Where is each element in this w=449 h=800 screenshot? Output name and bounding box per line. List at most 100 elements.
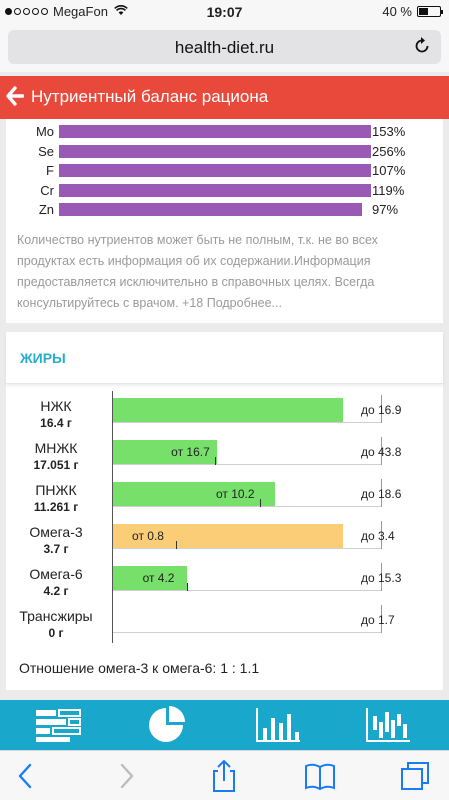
fat-row: ПНЖК 11.261 г от 10.2 до 18.6 xyxy=(6,479,443,521)
max-label: до 3.4 xyxy=(361,529,395,543)
fat-row: Омега-6 4.2 г от 4.2 до 15.3 xyxy=(6,563,443,605)
max-tick xyxy=(381,437,382,465)
min-label: от 4.2 xyxy=(142,571,175,585)
range-line xyxy=(113,422,381,423)
mineral-value: 256% xyxy=(372,143,406,159)
mineral-bar xyxy=(59,183,371,197)
fat-row: НЖК 16.4 г до 16.9 xyxy=(6,395,443,437)
share-icon[interactable] xyxy=(206,759,242,793)
fat-row: МНЖК 17.051 г от 16.7 до 43.8 xyxy=(6,437,443,479)
mineral-value: 107% xyxy=(372,163,406,178)
max-tick xyxy=(381,479,382,507)
min-tick xyxy=(186,583,188,591)
min-tick xyxy=(215,457,217,465)
min-label: от 0.8 xyxy=(132,529,164,543)
signal-icon xyxy=(5,8,48,15)
browser-address-bar: health-diet.ru xyxy=(0,24,449,72)
page-title: Нутриентный баланс рациона xyxy=(31,87,269,106)
fat-name: ПНЖК xyxy=(35,482,77,498)
clock: 19:07 xyxy=(206,4,243,20)
fat-bar xyxy=(113,482,276,506)
table-icon[interactable] xyxy=(28,704,88,746)
fat-bar xyxy=(113,566,187,590)
status-bar: MegaFon 19:07 40 % xyxy=(0,0,449,24)
fat-amount: 0 г xyxy=(48,626,64,640)
max-tick xyxy=(381,395,382,423)
mineral-label: Cr xyxy=(40,182,54,198)
tabs-icon[interactable] xyxy=(398,759,434,793)
wifi-icon xyxy=(114,4,128,19)
omega-ratio: Отношение омега-3 к омега-6: 1 : 1.1 xyxy=(19,660,260,676)
mineral-value: 119% xyxy=(372,182,405,198)
section-header: ЖИРЫ xyxy=(6,332,443,384)
bar-chart-icon[interactable] xyxy=(248,704,308,746)
url-field[interactable]: health-diet.ru xyxy=(8,30,441,64)
pie-chart-icon[interactable] xyxy=(136,704,196,746)
reload-icon[interactable] xyxy=(413,36,431,61)
mineral-value: 97% xyxy=(372,202,399,217)
section-title: ЖИРЫ xyxy=(20,350,66,366)
disclaimer-text[interactable]: Количество нутриентов может быть не полн… xyxy=(17,233,378,310)
fats-card: ЖИРЫ НЖК 16.4 г до 16.9 МНЖК 17.051 г от 16.7… xyxy=(6,332,443,690)
mineral-label: Mo xyxy=(35,124,54,139)
app-tab-bar xyxy=(0,700,449,750)
fat-name: Омега-3 xyxy=(29,524,83,540)
range-line xyxy=(113,590,381,591)
battery-icon xyxy=(417,6,443,17)
max-tick xyxy=(381,563,382,591)
mineral-row: F 107% xyxy=(6,161,443,180)
max-tick xyxy=(381,521,382,549)
mineral-label: Se xyxy=(38,143,54,159)
fat-amount: 17.051 г xyxy=(33,458,79,472)
forward-icon[interactable] xyxy=(108,759,144,793)
max-label: до 15.3 xyxy=(361,571,402,585)
battery-percent: 40 % xyxy=(382,4,412,19)
minerals-card: Mo 153% Se 256% F 107% Cr 119% Zn 97% Количество … xyxy=(6,119,443,323)
fat-amount: 16.4 г xyxy=(40,416,72,430)
fat-bar xyxy=(113,440,218,464)
mineral-bar xyxy=(59,203,362,216)
fat-name: Омега-6 xyxy=(29,566,83,582)
histogram-icon[interactable] xyxy=(358,704,418,746)
fat-bar xyxy=(113,524,343,548)
fat-row: Трансжиры 0 г до 1.7 xyxy=(6,605,443,647)
carrier-name: MegaFon xyxy=(53,4,108,19)
mineral-row: Se 256% xyxy=(6,142,443,161)
mineral-bar xyxy=(59,125,371,138)
max-label: до 18.6 xyxy=(361,487,402,501)
back-icon[interactable] xyxy=(8,759,44,793)
mineral-bar xyxy=(59,164,371,177)
mineral-label: F xyxy=(46,163,54,178)
fat-name: НЖК xyxy=(40,398,72,414)
fat-amount: 3.7 г xyxy=(43,542,69,556)
min-label: от 10.2 xyxy=(215,487,255,501)
mineral-row: Cr 119% xyxy=(6,181,443,200)
browser-toolbar xyxy=(0,750,449,800)
range-line xyxy=(113,632,381,633)
min-tick xyxy=(259,499,261,507)
page-header: Нутриентный баланс рациона xyxy=(0,76,449,119)
fat-amount: 11.261 г xyxy=(33,500,79,514)
fat-row: Омега-3 3.7 г от 0.8 до 3.4 xyxy=(6,521,443,563)
max-label: до 1.7 xyxy=(361,613,395,627)
max-tick xyxy=(381,605,382,633)
fat-amount: 4.2 г xyxy=(43,584,69,598)
fat-name: МНЖК xyxy=(34,440,78,456)
min-label: от 16.7 xyxy=(171,445,210,459)
bookmarks-icon[interactable] xyxy=(302,759,338,793)
mineral-value: 153% xyxy=(372,124,406,139)
range-line xyxy=(113,548,381,549)
mineral-label: Zn xyxy=(38,202,54,217)
min-tick xyxy=(176,541,178,549)
fat-bar xyxy=(113,398,343,422)
mineral-bar xyxy=(59,144,371,158)
mineral-row: Zn 97% xyxy=(6,200,443,219)
back-arrow-icon[interactable] xyxy=(6,85,25,113)
fat-name: Трансжиры xyxy=(19,608,93,624)
mineral-row: Mo 153% xyxy=(6,122,443,141)
chart-axis xyxy=(112,391,113,643)
url-text: health-diet.ru xyxy=(174,38,275,57)
range-line xyxy=(113,464,381,465)
range-line xyxy=(113,506,381,507)
max-label: до 16.9 xyxy=(361,403,402,417)
